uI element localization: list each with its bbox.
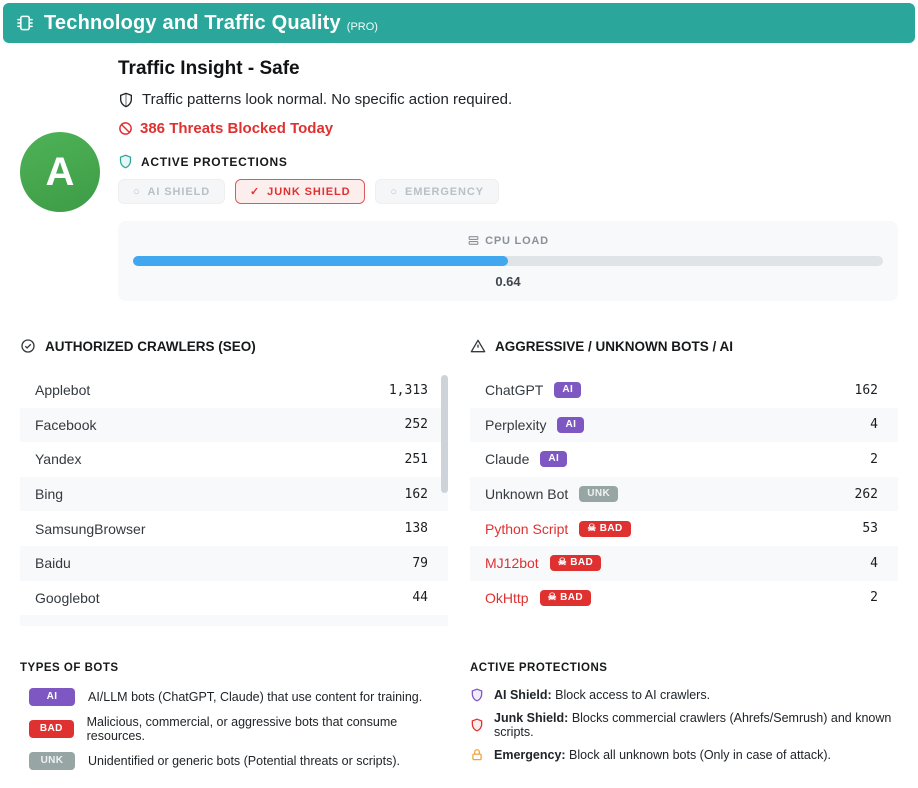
active-protections-label: ACTIVE PROTECTIONS <box>141 154 288 169</box>
table-row: Bing 162 <box>20 476 448 512</box>
ai-badge: AI <box>540 451 568 468</box>
cpu-progress-fill <box>133 256 508 266</box>
threats-blocked-text: 386 Threats Blocked Today <box>140 120 334 137</box>
active-protections-legend: ACTIVE PROTECTIONS AI Shield: Block acce… <box>470 662 898 779</box>
table-row: Unknown Bot UNK 262 <box>470 476 898 512</box>
table-row: ChatGPT AI 162 <box>485 382 878 399</box>
active-protections-header: ACTIVE PROTECTIONS <box>118 154 898 169</box>
shield-red-icon <box>470 718 484 732</box>
threats-blocked-line: 386 Threats Blocked Today <box>118 120 898 137</box>
status-line: Traffic patterns look normal. No specifi… <box>118 91 898 108</box>
legend-item: Emergency: Block all unknown bots (Only … <box>470 748 898 762</box>
authorized-crawlers-header: AUTHORIZED CRAWLERS (SEO) <box>20 338 448 354</box>
unk-badge: UNK <box>579 486 619 503</box>
legends-section: TYPES OF BOTS AI AI/LLM bots (ChatGPT, C… <box>20 662 898 779</box>
clipped-next-row <box>20 615 448 626</box>
shield-purple-icon <box>470 688 484 702</box>
junk-shield-toggle[interactable]: ✓ JUNK SHIELD <box>235 179 366 204</box>
aggressive-bots-list[interactable]: ChatGPT AI 162 Perplexity AI 4 Claude AI 2 Unk… <box>470 373 898 615</box>
table-row: Python Script ☠ BAD 53 <box>485 520 878 537</box>
aggressive-bots-panel: AGGRESSIVE / UNKNOWN BOTS / AI ChatGPT AI… <box>470 338 898 626</box>
table-row: Perplexity AI 4 <box>470 407 898 443</box>
cpu-load-header: CPU LOAD <box>133 234 883 247</box>
shield-teal-icon <box>118 154 133 169</box>
cpu-progress-bar[interactable] <box>133 256 883 266</box>
scrollbar-thumb[interactable] <box>441 375 448 493</box>
cpu-load-value: 0.64 <box>495 274 521 289</box>
legend-item: AI Shield: Block access to AI crawlers. <box>470 688 898 702</box>
server-icon <box>467 234 480 247</box>
check-circle-icon <box>20 338 36 354</box>
bad-badge: ☠ BAD <box>579 520 631 537</box>
table-row: SamsungBrowser 138 <box>35 520 428 537</box>
emergency-toggle[interactable]: ○ EMERGENCY <box>375 179 499 204</box>
page-title: Technology and Traffic Quality <box>44 11 341 34</box>
ai-badge: AI <box>554 382 582 399</box>
check-icon: ✓ <box>250 186 261 198</box>
insight-title: Traffic Insight - Safe <box>118 58 300 79</box>
bot-types-legend: TYPES OF BOTS AI AI/LLM bots (ChatGPT, C… <box>20 662 448 779</box>
protection-toggles: ○ AI SHIELD ✓ JUNK SHIELD ○ EMERGENCY <box>118 179 898 204</box>
ai-shield-toggle[interactable]: ○ AI SHIELD <box>118 179 226 204</box>
pro-badge: (PRO) <box>346 20 378 33</box>
bad-badge: ☠ BAD <box>549 555 602 572</box>
table-row: Claude AI 2 <box>485 451 878 468</box>
table-row: Baidu 79 <box>20 545 448 581</box>
radio-off-icon: ○ <box>133 185 141 198</box>
bot-types-title: TYPES OF BOTS <box>20 662 119 674</box>
authorized-crawlers-panel: AUTHORIZED CRAWLERS (SEO) Applebot 1,313 … <box>20 338 448 626</box>
bad-badge: ☠ BAD <box>539 589 591 606</box>
table-row: MJ12bot ☠ BAD 4 <box>470 545 898 581</box>
active-protections-legend-title: ACTIVE PROTECTIONS <box>470 662 608 674</box>
lock-orange-icon <box>470 748 484 762</box>
legend-item: BAD Malicious, commercial, or aggressive… <box>20 715 448 743</box>
cpu-load-label: CPU LOAD <box>485 234 549 247</box>
grade-avatar: A <box>20 132 100 212</box>
aggressive-bots-header: AGGRESSIVE / UNKNOWN BOTS / AI <box>470 338 898 354</box>
chip-icon <box>15 13 35 33</box>
table-row: Yandex 251 <box>35 451 428 468</box>
authorized-crawlers-list[interactable]: Applebot 1,313 Facebook 252 Yandex 251 Bing… <box>20 373 448 626</box>
ai-badge: AI <box>557 416 585 433</box>
radio-off-icon: ○ <box>390 185 398 198</box>
bot-tables: AUTHORIZED CRAWLERS (SEO) Applebot 1,313 … <box>20 338 898 626</box>
table-row: OkHttp ☠ BAD 2 <box>485 589 878 606</box>
shield-outline-icon <box>118 92 134 108</box>
legend-item: UNK Unidentified or generic bots (Potent… <box>20 752 448 770</box>
unk-badge: UNK <box>29 752 75 770</box>
app-header: Technology and Traffic Quality (PRO) <box>3 3 915 43</box>
legend-item: AI AI/LLM bots (ChatGPT, Claude) that us… <box>20 688 448 706</box>
legend-item: Junk Shield: Blocks commercial crawlers … <box>470 711 898 739</box>
table-row: Googlebot 44 <box>35 589 428 606</box>
warning-triangle-icon <box>470 338 486 354</box>
ai-badge: AI <box>29 688 75 706</box>
traffic-insight-section: Traffic Insight - Safe Traffic patterns … <box>118 58 898 301</box>
status-message: Traffic patterns look normal. No specifi… <box>142 91 513 108</box>
bad-badge: BAD <box>29 720 74 738</box>
block-icon <box>118 121 133 136</box>
table-row: Facebook 252 <box>20 407 448 443</box>
table-row: Applebot 1,313 <box>35 382 428 399</box>
cpu-load-card: CPU LOAD 0.64 <box>118 221 898 301</box>
